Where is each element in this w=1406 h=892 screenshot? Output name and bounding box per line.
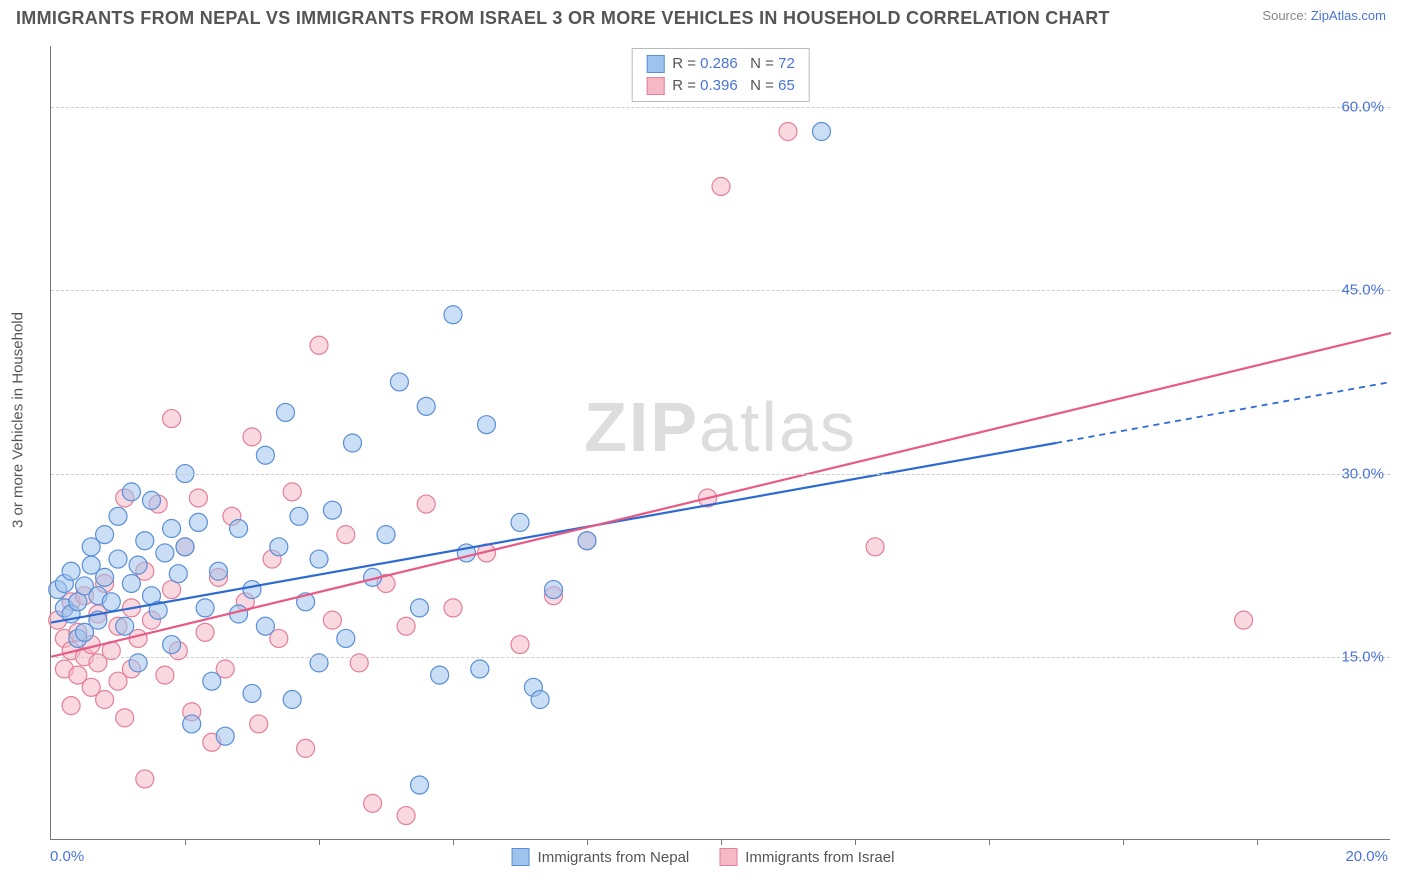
stats-legend: R = 0.286 N = 72 R = 0.396 N = 65: [631, 48, 810, 102]
y-tick-label: 60.0%: [1341, 99, 1384, 116]
y-tick-label: 45.0%: [1341, 282, 1384, 299]
x-tick-min: 0.0%: [50, 848, 84, 865]
stats-row-nepal: R = 0.286 N = 72: [646, 53, 795, 75]
plot-area: ZIPatlas R = 0.286 N = 72 R = 0.396 N = …: [50, 46, 1390, 840]
scatter-svg: [51, 46, 1390, 839]
source-link[interactable]: ZipAtlas.com: [1311, 8, 1386, 23]
y-axis-label: 3 or more Vehicles in Household: [10, 312, 27, 528]
series-legend: Immigrants from Nepal Immigrants from Is…: [512, 848, 895, 866]
stats-row-israel: R = 0.396 N = 65: [646, 75, 795, 97]
source-label: Source: ZipAtlas.com: [1262, 8, 1386, 23]
legend-item-nepal: Immigrants from Nepal: [512, 848, 690, 866]
x-tick-max: 20.0%: [1345, 848, 1388, 865]
legend-item-israel: Immigrants from Israel: [719, 848, 894, 866]
y-tick-label: 15.0%: [1341, 648, 1384, 665]
chart-title: IMMIGRANTS FROM NEPAL VS IMMIGRANTS FROM…: [16, 8, 1110, 29]
y-tick-label: 30.0%: [1341, 465, 1384, 482]
